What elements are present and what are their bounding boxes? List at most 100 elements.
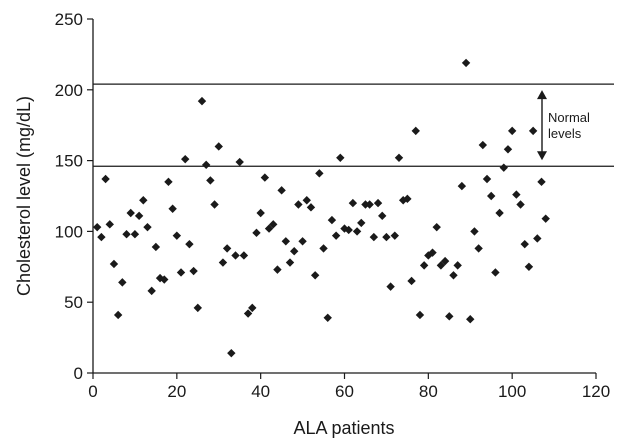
data-point	[487, 191, 496, 201]
data-point	[528, 126, 538, 136]
data-point	[273, 265, 282, 274]
data-point	[243, 309, 253, 318]
data-point	[449, 271, 458, 280]
data-point	[189, 266, 198, 276]
data-point	[222, 244, 232, 253]
data-point	[432, 222, 441, 232]
data-point	[533, 234, 542, 243]
data-point	[516, 200, 525, 209]
data-point	[537, 177, 546, 187]
data-point	[285, 258, 295, 267]
data-point	[134, 211, 144, 221]
data-point	[176, 268, 186, 277]
y-tick-label: 50	[64, 293, 83, 312]
data-point	[113, 310, 123, 320]
data-point	[260, 173, 270, 182]
data-point	[239, 251, 249, 260]
annotation-line-1: Normal	[548, 110, 590, 125]
data-point	[474, 244, 483, 253]
data-point	[210, 200, 219, 209]
data-point	[466, 314, 475, 324]
x-axis-title: ALA patients	[293, 418, 394, 438]
data-point	[369, 232, 379, 242]
y-tick-label: 100	[55, 222, 83, 241]
arrow-head-up	[537, 90, 547, 100]
data-point	[470, 227, 479, 236]
data-point	[491, 268, 500, 277]
data-point	[143, 222, 152, 232]
data-point	[524, 262, 534, 271]
y-tick-label: 150	[55, 152, 83, 171]
y-tick-label: 0	[74, 364, 83, 383]
data-point	[248, 303, 257, 313]
data-point	[97, 232, 106, 242]
data-point	[277, 186, 286, 195]
data-point	[227, 348, 236, 358]
data-point	[264, 224, 274, 233]
data-point	[101, 174, 110, 184]
data-point	[440, 256, 450, 266]
data-point	[235, 157, 244, 167]
data-point	[290, 247, 299, 256]
data-point	[323, 313, 332, 322]
data-point	[520, 239, 529, 249]
data-point	[411, 126, 420, 136]
data-point	[281, 237, 291, 246]
data-point	[172, 231, 182, 240]
data-point	[310, 271, 320, 280]
data-point	[160, 275, 169, 284]
data-point	[365, 200, 374, 209]
data-point	[419, 261, 429, 270]
data-point	[193, 303, 202, 313]
data-point	[214, 142, 223, 151]
data-point	[197, 96, 207, 106]
data-point	[118, 278, 127, 287]
data-point	[336, 153, 345, 162]
data-point	[319, 244, 328, 253]
data-point	[168, 204, 177, 213]
data-point	[507, 126, 517, 136]
data-point	[428, 248, 437, 257]
data-point	[386, 282, 395, 291]
data-point	[373, 198, 383, 208]
data-point	[512, 190, 521, 199]
x-tick-label: 60	[335, 382, 354, 401]
data-point	[407, 276, 416, 286]
data-point	[298, 237, 307, 246]
data-point	[315, 169, 324, 178]
arrow-head-down	[537, 151, 547, 161]
data-point	[461, 58, 471, 68]
x-tick-label: 20	[167, 382, 186, 401]
data-point	[302, 196, 311, 205]
plot-area: 0 50 100 150 200 250 0 20 40 60 80 100 120 Normal l…	[55, 10, 614, 401]
data-point	[378, 211, 387, 221]
data-point	[394, 153, 404, 162]
data-point	[495, 208, 504, 218]
data-point	[92, 222, 102, 232]
data-point	[331, 231, 341, 240]
data-point	[415, 310, 425, 320]
data-point	[457, 181, 467, 191]
data-point	[130, 230, 140, 239]
data-point	[541, 214, 550, 223]
data-point	[201, 160, 211, 170]
x-tick-label: 100	[498, 382, 526, 401]
data-point	[218, 258, 228, 267]
y-ticks: 0 50 100 150 200 250	[55, 10, 93, 383]
data-point	[352, 227, 362, 236]
y-tick-label: 250	[55, 10, 83, 29]
data-point	[122, 230, 131, 239]
x-tick-label: 80	[419, 382, 438, 401]
data-point	[181, 154, 190, 164]
reference-lines	[93, 83, 614, 167]
data-point	[206, 176, 215, 185]
data-point	[445, 312, 454, 321]
y-axis-title: Cholesterol level (mg/dL)	[14, 96, 34, 296]
data-point	[382, 232, 391, 242]
x-ticks: 0 20 40 60 80 100 120	[88, 373, 610, 401]
data-point	[306, 203, 316, 212]
data-point	[390, 231, 399, 240]
data-point	[269, 220, 278, 229]
data-point	[294, 200, 303, 209]
y-tick-label: 200	[55, 81, 83, 100]
